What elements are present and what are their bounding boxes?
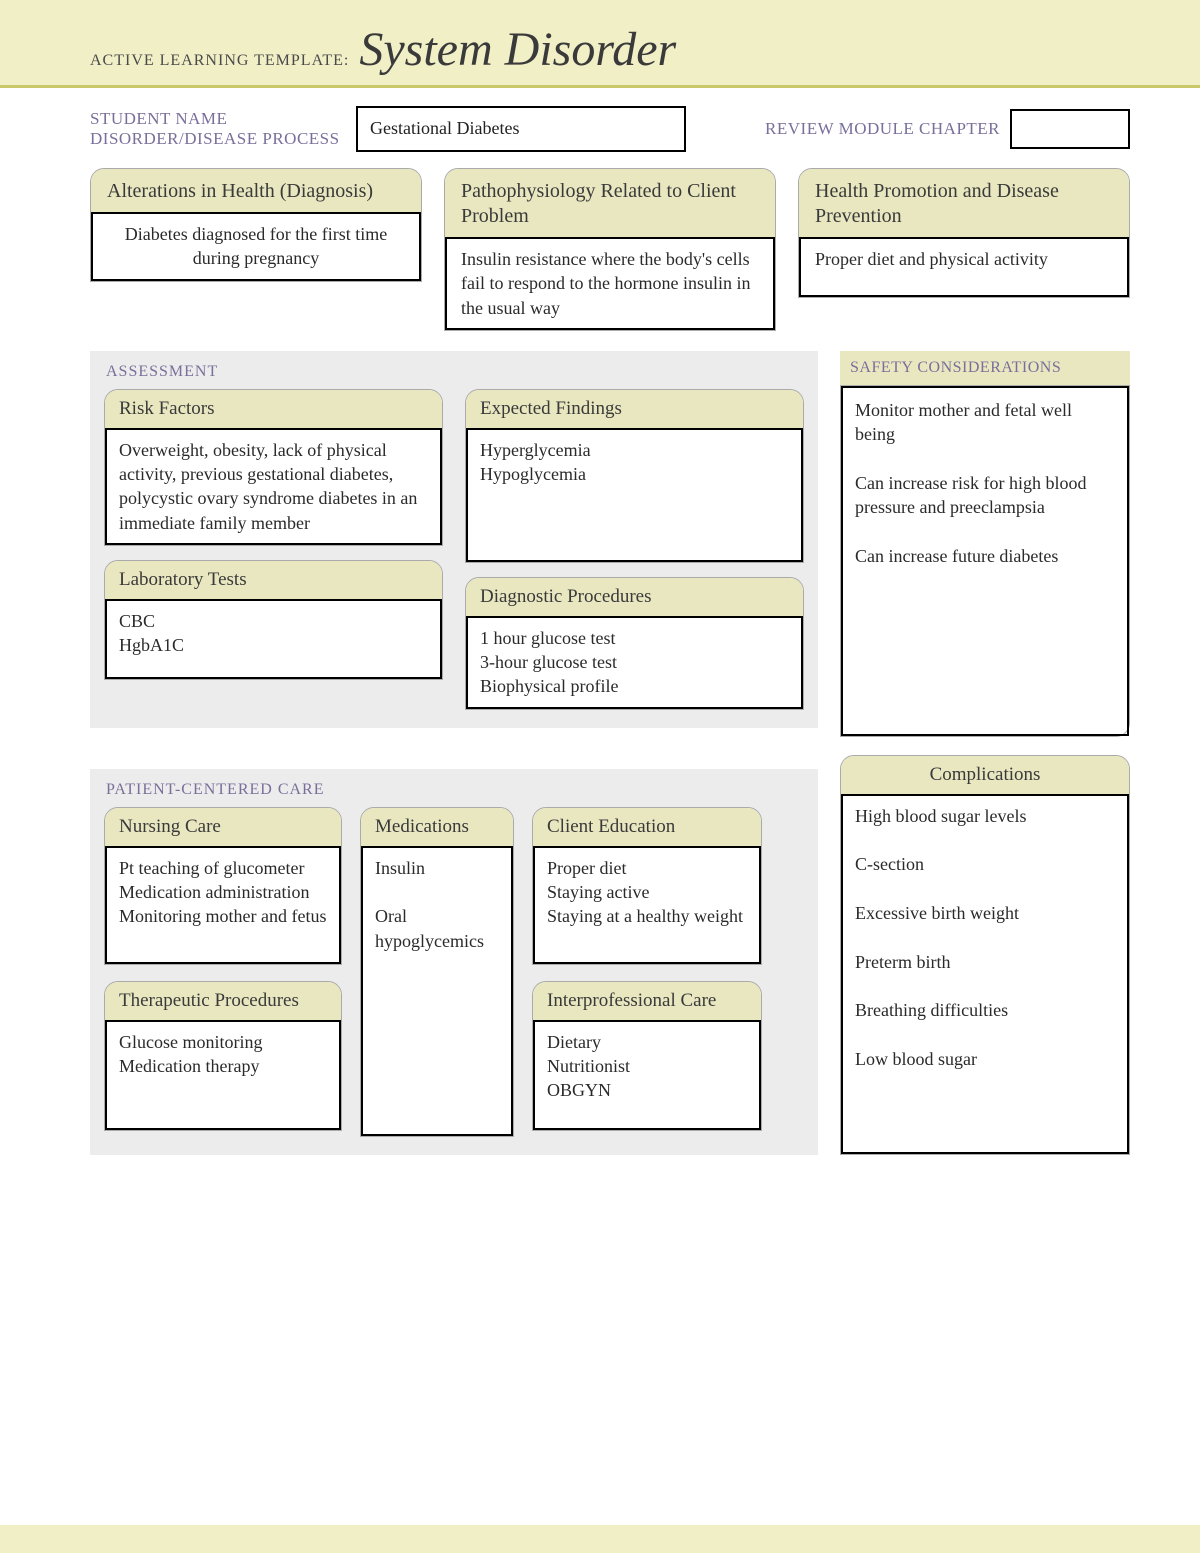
card-title: Health Promotion and Disease Prevention: [799, 169, 1129, 237]
card-body[interactable]: Diabetes diagnosed for the first time du…: [91, 212, 421, 281]
disease-field[interactable]: Gestational Diabetes: [356, 106, 686, 152]
assessment-grid: Risk Factors Overweight, obesity, lack o…: [104, 389, 804, 710]
card-client-education: Client Education Proper diet Staying act…: [532, 807, 762, 965]
card-title: Laboratory Tests: [105, 561, 442, 599]
card-body[interactable]: Proper diet Staying active Staying at a …: [533, 846, 761, 964]
card-interprofessional-care: Interprofessional Care Dietary Nutrition…: [532, 981, 762, 1131]
bottom-row: PATIENT-CENTERED CARE Nursing Care Pt te…: [90, 755, 1130, 1155]
student-name-label: STUDENT NAME: [90, 109, 340, 129]
card-body[interactable]: Hyperglycemia Hypoglycemia: [466, 428, 803, 562]
card-risk-factors: Risk Factors Overweight, obesity, lack o…: [104, 389, 443, 546]
card-title: Expected Findings: [466, 390, 803, 428]
card-body[interactable]: 1 hour glucose test 3-hour glucose test …: [466, 616, 803, 709]
card-body[interactable]: Insulin resistance where the body's cell…: [445, 237, 775, 330]
card-title: Interprofessional Care: [533, 982, 761, 1020]
banner-prefix: ACTIVE LEARNING TEMPLATE:: [90, 52, 349, 69]
card-title: Nursing Care: [105, 808, 341, 846]
card-body[interactable]: Pt teaching of glucometer Medication adm…: [105, 846, 341, 964]
card-title: Medications: [361, 808, 513, 846]
assessment-section: ASSESSMENT Risk Factors Overweight, obes…: [90, 351, 818, 728]
card-title: Diagnostic Procedures: [466, 578, 803, 616]
card-body[interactable]: High blood sugar levels C-section Excess…: [841, 794, 1129, 1154]
pcc-col-1: Nursing Care Pt teaching of glucometer M…: [104, 807, 342, 1131]
card-diagnostic-procedures: Diagnostic Procedures 1 hour glucose tes…: [465, 577, 804, 710]
card-promotion: Health Promotion and Disease Prevention …: [798, 168, 1130, 298]
pcc-col-2: Medications Insulin Oral hypoglycemics: [360, 807, 514, 1137]
review-field[interactable]: [1010, 109, 1130, 149]
safety-wrap: Monitor mother and fetal well being Can …: [840, 385, 1130, 737]
card-body[interactable]: Overweight, obesity, lack of physical ac…: [105, 428, 442, 545]
assessment-title: ASSESSMENT: [104, 355, 804, 389]
safety-title: SAFETY CONSIDERATIONS: [840, 351, 1130, 385]
banner: ACTIVE LEARNING TEMPLATE: System Disorde…: [0, 0, 1200, 88]
pcc-title: PATIENT-CENTERED CARE: [104, 773, 804, 807]
assessment-col-left: Risk Factors Overweight, obesity, lack o…: [104, 389, 443, 710]
card-title: Client Education: [533, 808, 761, 846]
card-medications: Medications Insulin Oral hypoglycemics: [360, 807, 514, 1137]
disease-label: DISORDER/DISEASE PROCESS: [90, 129, 340, 149]
card-expected-findings: Expected Findings Hyperglycemia Hypoglyc…: [465, 389, 804, 563]
card-body[interactable]: Insulin Oral hypoglycemics: [361, 846, 513, 1136]
mid-row: ASSESSMENT Risk Factors Overweight, obes…: [90, 337, 1130, 737]
content: STUDENT NAME DISORDER/DISEASE PROCESS Ge…: [0, 88, 1200, 1185]
card-title: Therapeutic Procedures: [105, 982, 341, 1020]
card-complications: Complications High blood sugar levels C-…: [840, 755, 1130, 1155]
top-cards-row: Alterations in Health (Diagnosis) Diabet…: [90, 168, 1130, 331]
card-title: Alterations in Health (Diagnosis): [91, 169, 421, 212]
meta-left: STUDENT NAME DISORDER/DISEASE PROCESS: [90, 109, 340, 149]
card-body[interactable]: Dietary Nutritionist OBGYN: [533, 1020, 761, 1130]
card-body[interactable]: CBC HgbA1C: [105, 599, 442, 679]
pcc-section: PATIENT-CENTERED CARE Nursing Care Pt te…: [90, 769, 818, 1155]
pcc-grid: Nursing Care Pt teaching of glucometer M…: [104, 807, 804, 1137]
complications-section: Complications High blood sugar levels C-…: [840, 755, 1130, 1155]
safety-section: SAFETY CONSIDERATIONS Monitor mother and…: [840, 351, 1130, 737]
card-alterations: Alterations in Health (Diagnosis) Diabet…: [90, 168, 422, 282]
card-nursing-care: Nursing Care Pt teaching of glucometer M…: [104, 807, 342, 965]
footer-band: [0, 1525, 1200, 1553]
page: ACTIVE LEARNING TEMPLATE: System Disorde…: [0, 0, 1200, 1553]
card-lab-tests: Laboratory Tests CBC HgbA1C: [104, 560, 443, 680]
review-group: REVIEW MODULE CHAPTER: [765, 109, 1130, 149]
card-title: Pathophysiology Related to Client Proble…: [445, 169, 775, 237]
card-title: Complications: [841, 756, 1129, 794]
card-body[interactable]: Glucose monitoring Medication therapy: [105, 1020, 341, 1130]
card-title: Risk Factors: [105, 390, 442, 428]
review-label: REVIEW MODULE CHAPTER: [765, 119, 1000, 139]
card-patho: Pathophysiology Related to Client Proble…: [444, 168, 776, 331]
pcc-col-3: Client Education Proper diet Staying act…: [532, 807, 762, 1131]
banner-title: System Disorder: [359, 23, 676, 76]
safety-body[interactable]: Monitor mother and fetal well being Can …: [841, 386, 1129, 736]
card-therapeutic-procedures: Therapeutic Procedures Glucose monitorin…: [104, 981, 342, 1131]
meta-row: STUDENT NAME DISORDER/DISEASE PROCESS Ge…: [90, 106, 1130, 152]
assessment-col-right: Expected Findings Hyperglycemia Hypoglyc…: [465, 389, 804, 710]
card-body[interactable]: Proper diet and physical activity: [799, 237, 1129, 297]
